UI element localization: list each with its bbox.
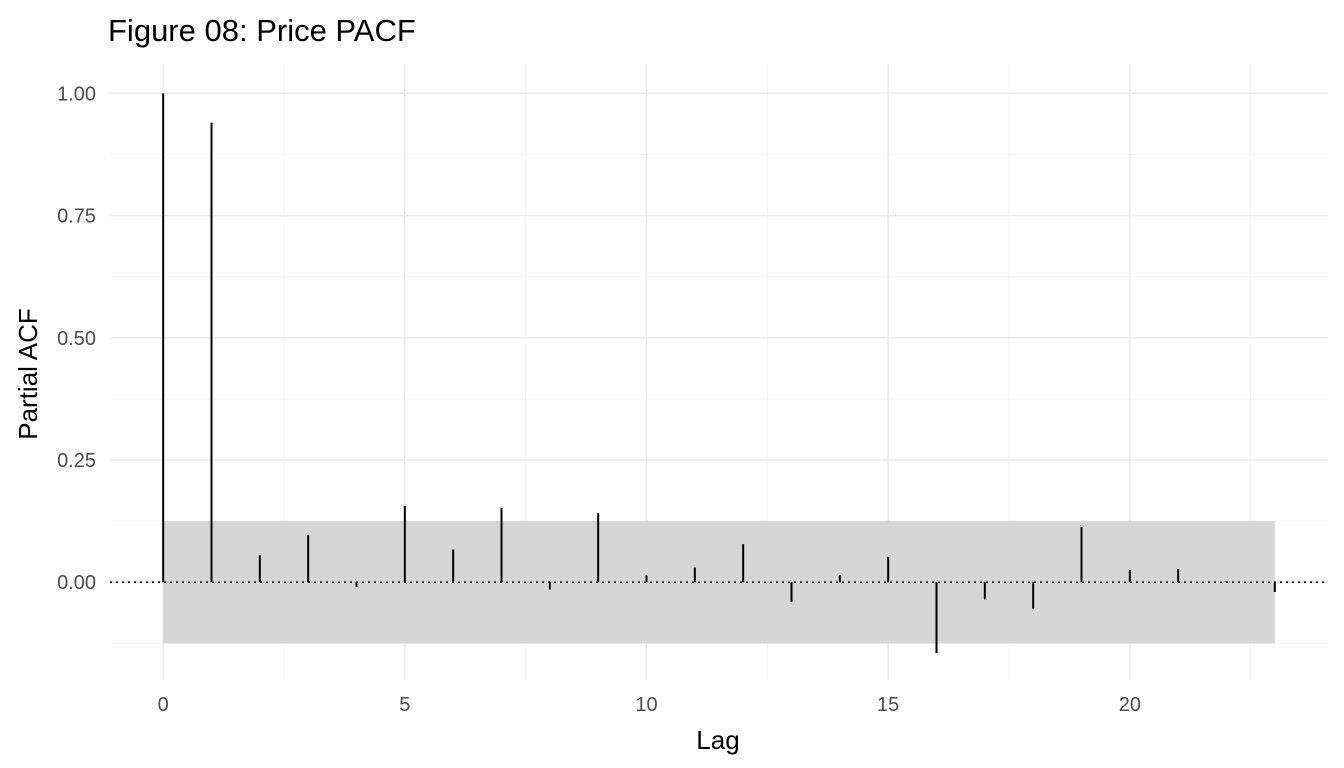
y-tick-label-0.75: 0.75 xyxy=(57,206,96,228)
x-tick-label-20: 20 xyxy=(1119,694,1141,716)
x-tick-label-0: 0 xyxy=(158,694,169,716)
y-tick-label-1.00: 1.00 xyxy=(57,83,96,105)
y-tick-label-0.00: 0.00 xyxy=(57,572,96,594)
confidence-band xyxy=(163,521,1275,644)
x-tick-label-10: 10 xyxy=(635,694,657,716)
x-tick-label-15: 15 xyxy=(877,694,899,716)
y-axis-ticks: 0.00 0.25 0.50 0.75 1.00 xyxy=(57,83,96,594)
y-tick-label-0.25: 0.25 xyxy=(57,450,96,472)
x-tick-label-5: 5 xyxy=(399,694,410,716)
chart-title: Figure 08: Price PACF xyxy=(108,13,416,48)
y-axis-label: Partial ACF xyxy=(13,308,43,440)
x-axis-label: Lag xyxy=(696,725,739,755)
y-tick-label-0.50: 0.50 xyxy=(57,328,96,350)
x-axis-ticks: 0 5 10 15 20 xyxy=(158,694,1141,716)
confidence-band-group xyxy=(163,521,1275,644)
pacf-bars xyxy=(162,93,1276,654)
